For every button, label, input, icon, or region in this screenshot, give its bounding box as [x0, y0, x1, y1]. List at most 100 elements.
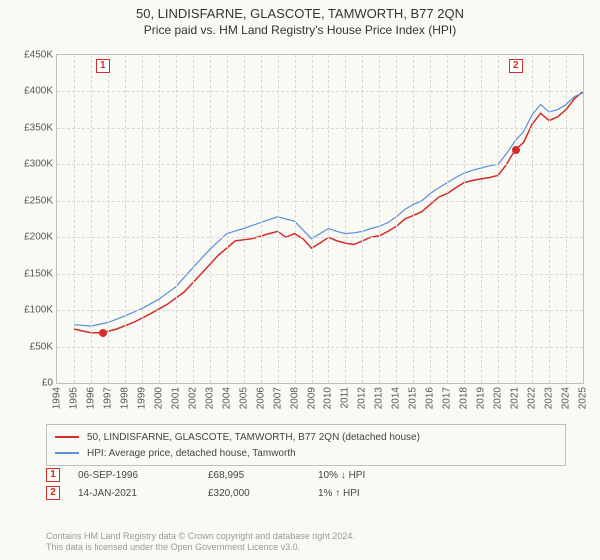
x-tick-label: 2000 — [153, 387, 164, 409]
gridline-v — [142, 55, 143, 383]
gridline-v — [498, 55, 499, 383]
page-title: 50, LINDISFARNE, GLASCOTE, TAMWORTH, B77… — [0, 6, 600, 21]
y-tick-label: £150K — [24, 268, 53, 279]
gridline-v — [261, 55, 262, 383]
x-tick-label: 2001 — [170, 387, 181, 409]
gridline-v — [74, 55, 75, 383]
y-tick-label: £100K — [24, 305, 53, 316]
x-tick-label: 2016 — [425, 387, 436, 409]
trade-row: 2 14-JAN-2021 £320,000 1% ↑ HPI — [46, 486, 566, 500]
x-tick-label: 2013 — [374, 387, 385, 409]
x-tick-label: 2007 — [272, 387, 283, 409]
x-tick-label: 2006 — [255, 387, 266, 409]
x-tick-label: 2020 — [493, 387, 504, 409]
gridline-v — [125, 55, 126, 383]
x-tick-label: 2011 — [340, 387, 351, 409]
gridline-v — [295, 55, 296, 383]
x-tick-label: 2022 — [527, 387, 538, 409]
gridline-v — [413, 55, 414, 383]
x-tick-label: 1999 — [136, 387, 147, 409]
gridline-v — [515, 55, 516, 383]
trade-date: 06-SEP-1996 — [78, 470, 208, 481]
gridline-v — [159, 55, 160, 383]
x-tick-label: 1996 — [85, 387, 96, 409]
gridline-v — [481, 55, 482, 383]
gridline-v — [430, 55, 431, 383]
gridline-v — [210, 55, 211, 383]
x-tick-label: 1997 — [102, 387, 113, 409]
gridline-v — [345, 55, 346, 383]
x-tick-label: 2003 — [204, 387, 215, 409]
gridline-v — [566, 55, 567, 383]
marker-dot — [99, 329, 107, 337]
gridline-h — [57, 274, 583, 275]
trade-marker: 1 — [46, 468, 60, 482]
gridline-v — [362, 55, 363, 383]
gridline-v — [328, 55, 329, 383]
marker-label: 1 — [96, 59, 110, 73]
y-tick-label: £50K — [30, 341, 53, 352]
gridline-v — [176, 55, 177, 383]
trades-table: 1 06-SEP-1996 £68,995 10% ↓ HPI 2 14-JAN… — [46, 468, 566, 504]
legend-swatch — [55, 452, 79, 454]
x-tick-label: 2018 — [459, 387, 470, 409]
x-tick-label: 2005 — [238, 387, 249, 409]
gridline-h — [57, 201, 583, 202]
footer-line: This data is licensed under the Open Gov… — [46, 542, 355, 554]
marker-dot — [512, 146, 520, 154]
x-tick-label: 2008 — [289, 387, 300, 409]
x-tick-label: 2021 — [510, 387, 521, 409]
gridline-v — [227, 55, 228, 383]
x-tick-label: 2025 — [578, 387, 589, 409]
gridline-v — [312, 55, 313, 383]
x-tick-label: 2009 — [306, 387, 317, 409]
footer-line: Contains HM Land Registry data © Crown c… — [46, 531, 355, 543]
chart: £0£50K£100K£150K£200K£250K£300K£350K£400… — [10, 48, 590, 418]
footer: Contains HM Land Registry data © Crown c… — [46, 531, 355, 554]
x-tick-label: 1998 — [119, 387, 130, 409]
gridline-v — [549, 55, 550, 383]
legend: 50, LINDISFARNE, GLASCOTE, TAMWORTH, B77… — [46, 424, 566, 466]
legend-label: HPI: Average price, detached house, Tamw… — [87, 448, 296, 459]
gridline-h — [57, 347, 583, 348]
legend-label: 50, LINDISFARNE, GLASCOTE, TAMWORTH, B77… — [87, 432, 420, 443]
trade-date: 14-JAN-2021 — [78, 488, 208, 499]
x-tick-label: 1995 — [68, 387, 79, 409]
gridline-v — [379, 55, 380, 383]
legend-swatch — [55, 436, 79, 438]
gridline-v — [244, 55, 245, 383]
x-tick-label: 2004 — [221, 387, 232, 409]
gridline-v — [278, 55, 279, 383]
gridline-h — [57, 128, 583, 129]
gridline-h — [57, 237, 583, 238]
plot-area: £0£50K£100K£150K£200K£250K£300K£350K£400… — [56, 54, 584, 384]
trade-price: £320,000 — [208, 488, 318, 499]
page-subtitle: Price paid vs. HM Land Registry's House … — [0, 23, 600, 37]
x-tick-label: 2010 — [323, 387, 334, 409]
y-tick-label: £400K — [24, 86, 53, 97]
gridline-v — [532, 55, 533, 383]
chart-lines — [57, 55, 583, 383]
gridline-v — [108, 55, 109, 383]
x-tick-label: 2024 — [561, 387, 572, 409]
trade-row: 1 06-SEP-1996 £68,995 10% ↓ HPI — [46, 468, 566, 482]
x-tick-label: 2019 — [476, 387, 487, 409]
gridline-v — [396, 55, 397, 383]
y-tick-label: £250K — [24, 195, 53, 206]
gridline-h — [57, 164, 583, 165]
title-block: 50, LINDISFARNE, GLASCOTE, TAMWORTH, B77… — [0, 0, 600, 37]
trade-marker: 2 — [46, 486, 60, 500]
gridline-h — [57, 91, 583, 92]
trade-price: £68,995 — [208, 470, 318, 481]
trade-diff: 10% ↓ HPI — [318, 470, 438, 481]
gridline-v — [447, 55, 448, 383]
marker-label: 2 — [509, 59, 523, 73]
legend-item: HPI: Average price, detached house, Tamw… — [55, 445, 557, 461]
x-tick-label: 2017 — [442, 387, 453, 409]
gridline-v — [464, 55, 465, 383]
x-tick-label: 2023 — [544, 387, 555, 409]
x-tick-label: 2012 — [357, 387, 368, 409]
legend-item: 50, LINDISFARNE, GLASCOTE, TAMWORTH, B77… — [55, 429, 557, 445]
gridline-v — [193, 55, 194, 383]
gridline-h — [57, 310, 583, 311]
